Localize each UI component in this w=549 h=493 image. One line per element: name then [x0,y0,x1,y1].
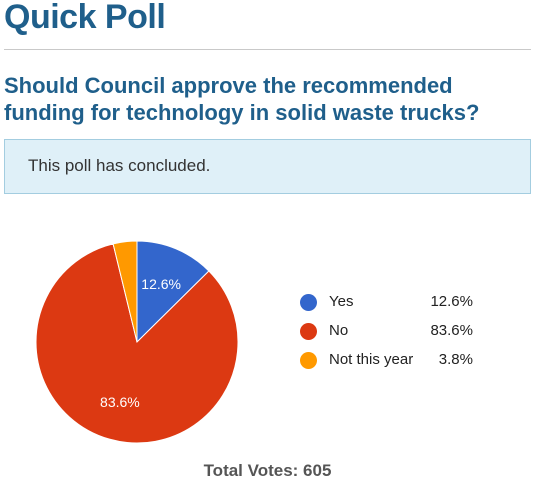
legend-color-swatch [300,352,317,369]
heading-divider [4,49,531,50]
legend-item: Yes 12.6% [300,291,490,320]
pie-slice-no [35,243,239,444]
pie-slice-not-this-year [112,240,138,343]
total-votes: Total Votes: 605 [203,461,332,480]
chart-legend: Yes 12.6% No 83.6% Not this year 3.8% [300,291,490,378]
poll-status-text: This poll has concluded. [28,156,211,175]
legend-color-swatch [300,294,317,311]
legend-label: Not this year [329,351,414,368]
legend-value: 3.8% [438,351,473,368]
legend-color-swatch [300,323,317,340]
pie-slice-label: 83.6% [100,394,140,410]
legend-value: 12.6% [430,293,473,310]
legend-value: 83.6% [430,322,473,339]
poll-question: Should Council approve the recommended f… [4,73,480,125]
pie-slice-yes [136,240,210,344]
results-pie-chart: 12.6% 83.6% [35,240,239,444]
pie-slice-label: 12.6% [141,276,181,292]
poll-heading: Quick Poll [4,0,166,36]
poll-status-notice: This poll has concluded. [4,139,531,194]
legend-item: No 83.6% [300,320,490,349]
legend-item: Not this year 3.8% [300,349,490,378]
legend-label: No [329,322,349,339]
legend-label: Yes [329,293,354,310]
